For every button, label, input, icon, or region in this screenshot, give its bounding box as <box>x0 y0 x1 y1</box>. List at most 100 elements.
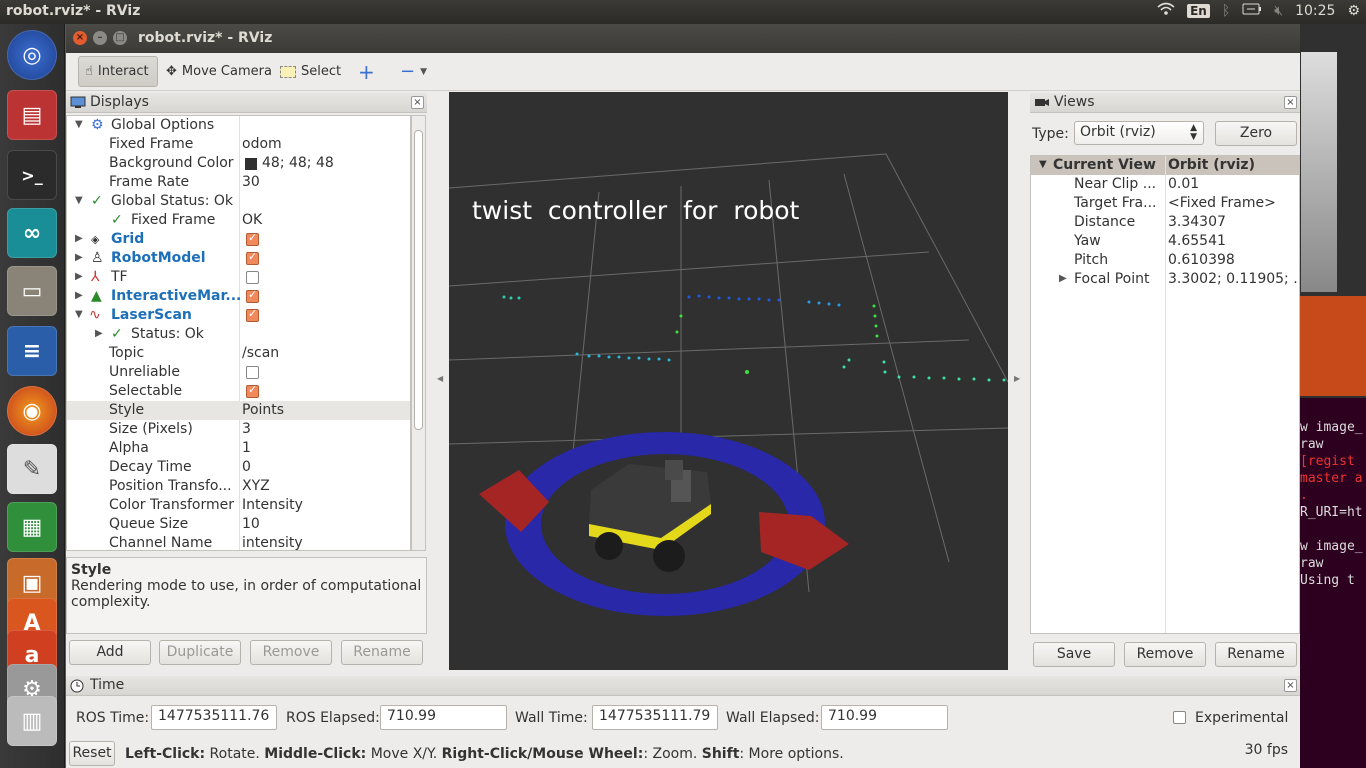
collapse-arrow-icon[interactable]: ▶ <box>75 233 83 244</box>
close-panel-button[interactable]: × <box>411 96 424 109</box>
tree-row-alpha[interactable]: Alpha 1 <box>67 439 410 458</box>
calc-icon[interactable]: ▦ <box>7 502 57 552</box>
row-value[interactable]: 0 <box>242 459 251 475</box>
text-editor-icon[interactable]: ✎ <box>7 444 57 494</box>
tree-row-decay-time[interactable]: Decay Time 0 <box>67 458 410 477</box>
tree-row-tf[interactable]: ▶ ⅄ TF <box>67 268 410 287</box>
view-row-focal-point[interactable]: ▶ Focal Point 3.3002; 0.11905; ... <box>1031 270 1300 289</box>
zero-view-button[interactable]: Zero <box>1215 121 1297 146</box>
scrollbar-thumb[interactable] <box>414 130 423 430</box>
wall-time-field[interactable]: 1477535111.79 <box>592 705 718 730</box>
tree-row-laserscan[interactable]: ▼ ∿ LaserScan <box>67 306 410 325</box>
gear-icon[interactable]: ⚙ <box>1347 3 1360 19</box>
arduino-icon[interactable]: ∞ <box>7 208 57 258</box>
tree-row-style[interactable]: Style Points <box>67 401 410 420</box>
expand-arrow-icon[interactable]: ▼ <box>75 309 83 320</box>
tree-row-topic[interactable]: Topic /scan <box>67 344 410 363</box>
row-value[interactable]: XYZ <box>242 478 270 494</box>
remove-tool-dropdown[interactable]: − ▼ <box>394 56 433 87</box>
tree-row-status-fixed-frame[interactable]: ✓ Fixed Frame OK <box>67 211 410 230</box>
ubuntu-dash-icon[interactable]: ◎ <box>7 30 57 80</box>
rename-view-button[interactable]: Rename <box>1215 642 1297 667</box>
laserscan-enable-checkbox[interactable] <box>246 307 259 322</box>
row-value[interactable]: 4.65541 <box>1168 233 1226 249</box>
row-value[interactable]: 0.01 <box>1168 176 1200 192</box>
tree-row-color-transformer[interactable]: Color Transformer Intensity <box>67 496 410 515</box>
row-value[interactable]: Intensity <box>242 497 303 513</box>
tree-row-size[interactable]: Size (Pixels) 3 <box>67 420 410 439</box>
row-value[interactable]: 0.610398 <box>1168 252 1235 268</box>
tree-row-global-options[interactable]: ▼ ⚙ Global Options <box>67 116 410 135</box>
expand-arrow-icon[interactable]: ▼ <box>75 119 83 130</box>
minimize-window-button[interactable]: – <box>93 31 107 45</box>
collapse-arrow-icon[interactable]: ▶ <box>75 271 83 282</box>
terminal-icon[interactable]: >_ <box>7 150 57 200</box>
collapse-arrow-icon[interactable]: ▶ <box>95 328 103 339</box>
displays-scrollbar[interactable] <box>411 115 426 551</box>
row-value[interactable]: 3.34307 <box>1168 214 1226 230</box>
tree-row-selectable[interactable]: Selectable <box>67 382 410 401</box>
rename-display-button[interactable]: Rename <box>341 640 423 665</box>
row-value[interactable]: 1 <box>242 440 251 456</box>
row-value[interactable]: /scan <box>242 345 280 361</box>
expand-arrow-icon[interactable]: ▼ <box>1039 159 1047 170</box>
wall-elapsed-field[interactable]: 710.99 <box>821 705 948 730</box>
ros-elapsed-field[interactable]: 710.99 <box>380 705 507 730</box>
interactive-markers-enable-checkbox[interactable] <box>246 288 259 303</box>
tree-row-unreliable[interactable]: Unreliable <box>67 363 410 382</box>
row-value[interactable]: 3.3002; 0.11905; ... <box>1168 271 1300 287</box>
bluetooth-icon[interactable]: ᛒ <box>1221 3 1231 19</box>
row-value[interactable]: 10 <box>242 516 260 532</box>
tree-row-position-transformer[interactable]: Position Transfo... XYZ <box>67 477 410 496</box>
tree-row-frame-rate[interactable]: Frame Rate 30 <box>67 173 410 192</box>
save-view-button[interactable]: Save <box>1033 642 1115 667</box>
row-value[interactable]: odom <box>242 136 282 152</box>
interact-tool-button[interactable]: ☝ Interact <box>78 56 158 87</box>
robotmodel-enable-checkbox[interactable] <box>246 250 259 265</box>
row-value[interactable]: 48; 48; 48 <box>262 155 334 171</box>
row-value[interactable]: intensity <box>242 535 303 551</box>
expand-arrow-icon[interactable]: ▼ <box>75 195 83 206</box>
tree-row-interactive-markers[interactable]: ▶ ▲ InteractiveMar... <box>67 287 410 306</box>
writer-icon[interactable]: ≡ <box>7 326 57 376</box>
duplicate-display-button[interactable]: Duplicate <box>159 640 241 665</box>
unreliable-checkbox[interactable] <box>246 366 259 379</box>
move-camera-tool-button[interactable]: ✥ Move Camera <box>160 56 278 87</box>
close-panel-button[interactable]: × <box>1284 679 1297 692</box>
view-row-yaw[interactable]: Yaw 4.65541 <box>1031 232 1299 251</box>
tree-row-queue-size[interactable]: Queue Size 10 <box>67 515 410 534</box>
close-panel-button[interactable]: × <box>1284 96 1297 109</box>
clock[interactable]: 10:25 <box>1295 3 1336 19</box>
collapse-arrow-icon[interactable]: ▶ <box>75 290 83 301</box>
rviz-app-icon[interactable]: ▤ <box>7 90 57 140</box>
collapse-arrow-icon[interactable]: ▶ <box>75 252 83 263</box>
row-value[interactable]: 3 <box>242 421 251 437</box>
add-tool-button[interactable]: + <box>352 56 381 87</box>
view-row-distance[interactable]: Distance 3.34307 <box>1031 213 1299 232</box>
battery-icon[interactable] <box>1242 3 1262 19</box>
grid-enable-checkbox[interactable] <box>246 231 259 246</box>
tf-enable-checkbox[interactable] <box>246 271 259 284</box>
left-splitter[interactable]: ◀ <box>434 92 446 670</box>
row-value[interactable]: <Fixed Frame> <box>1168 195 1276 211</box>
close-window-button[interactable]: × <box>73 31 87 45</box>
collapse-arrow-icon[interactable]: ▶ <box>1059 273 1067 284</box>
keyboard-language-indicator[interactable]: En <box>1187 4 1210 18</box>
maximize-window-button[interactable]: □ <box>113 31 127 45</box>
window-titlebar[interactable]: × – □ robot.rviz* - RViz <box>66 24 1300 53</box>
reset-button[interactable]: Reset <box>69 741 115 766</box>
tree-row-robotmodel[interactable]: ▶ ♙ RobotModel <box>67 249 410 268</box>
remove-view-button[interactable]: Remove <box>1124 642 1206 667</box>
color-swatch[interactable] <box>245 158 257 170</box>
tree-row-fixed-frame[interactable]: Fixed Frame odom <box>67 135 410 154</box>
files-icon[interactable]: ▭ <box>7 266 57 316</box>
select-tool-button[interactable]: Select <box>274 56 347 87</box>
view-row-near-clip[interactable]: Near Clip ... 0.01 <box>1031 175 1299 194</box>
render-viewport-3d[interactable]: twist controller for robot <box>449 92 1008 670</box>
remove-display-button[interactable]: Remove <box>250 640 332 665</box>
view-type-select[interactable]: Orbit (rviz) ▲ ▼ <box>1074 121 1204 145</box>
workspaces-icon[interactable]: ▥ <box>7 696 57 746</box>
tree-row-global-status[interactable]: ▼ ✓ Global Status: Ok <box>67 192 410 211</box>
add-display-button[interactable]: Add <box>69 640 151 665</box>
right-splitter[interactable]: ▶ <box>1011 92 1023 670</box>
